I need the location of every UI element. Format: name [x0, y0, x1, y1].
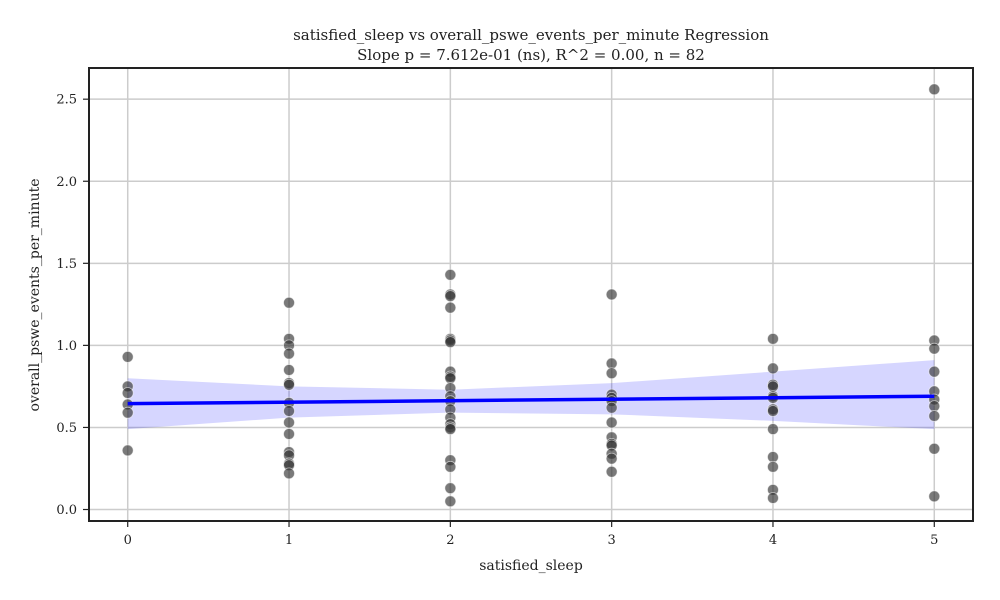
data-point: [767, 380, 779, 393]
scatter-points: [121, 83, 941, 508]
data-point: [444, 372, 457, 385]
y-tick-label: 2.0: [56, 175, 77, 190]
data-point: [283, 378, 295, 391]
chart-title: satisfied_sleep vs overall_pswe_events_p…: [293, 26, 769, 44]
y-tick-label: 0.5: [56, 421, 77, 436]
data-point: [121, 350, 134, 363]
x-tick-label: 1: [285, 533, 293, 548]
data-point: [121, 387, 134, 399]
data-point: [444, 423, 457, 435]
x-tick-label: 3: [608, 533, 616, 548]
data-point: [928, 490, 941, 503]
y-tick-label: 0.0: [56, 503, 77, 518]
data-point: [444, 268, 457, 281]
data-point: [605, 416, 618, 429]
data-point: [283, 405, 295, 417]
data-point: [767, 451, 779, 463]
data-point: [928, 410, 941, 422]
plot-area-frame: [88, 67, 974, 522]
x-tick-label: 5: [930, 533, 938, 548]
data-point: [444, 301, 457, 314]
data-point: [121, 444, 134, 457]
y-tick-label: 1.5: [56, 257, 77, 272]
y-tick-label: 1.0: [56, 339, 77, 354]
x-tick-label: 0: [124, 533, 132, 548]
x-tick-label: 4: [769, 533, 777, 548]
data-point: [767, 460, 779, 473]
x-axis-ticks: 0 1 2 3 4 5: [124, 521, 938, 548]
grid-lines: [89, 68, 973, 521]
data-point: [444, 495, 457, 508]
data-point: [444, 290, 457, 303]
y-axis-ticks: 0.0 0.5 1.0 1.5 2.0 2.5: [56, 93, 89, 518]
data-point: [928, 365, 941, 378]
data-point: [121, 406, 134, 419]
confidence-band-area: [127, 360, 935, 430]
data-point: [605, 452, 618, 465]
data-point: [605, 367, 618, 380]
data-point: [767, 405, 779, 417]
data-point: [767, 492, 779, 504]
x-axis-label: satisfied_sleep: [479, 558, 583, 574]
data-point: [444, 482, 457, 495]
data-point: [283, 416, 295, 429]
data-point: [767, 362, 779, 375]
data-point: [283, 347, 295, 360]
data-point: [928, 400, 941, 413]
data-point: [767, 332, 779, 345]
confidence-band: [127, 360, 935, 430]
data-point: [283, 364, 295, 376]
data-point: [605, 288, 618, 301]
regression-line: [127, 394, 935, 406]
y-tick-label: 2.5: [56, 93, 77, 108]
data-point: [605, 401, 618, 414]
chart-subtitle: Slope p = 7.612e-01 (ns), R^2 = 0.00, n …: [357, 46, 705, 64]
data-point: [283, 467, 295, 480]
data-point: [767, 423, 779, 435]
data-point: [283, 428, 295, 440]
data-point: [444, 336, 457, 348]
y-axis-label: overall_pswe_events_per_minute: [27, 179, 43, 412]
data-point: [444, 460, 457, 473]
regression-line-group: [127, 394, 935, 406]
data-point: [283, 296, 295, 309]
x-tick-label: 2: [446, 533, 454, 548]
data-point: [605, 357, 618, 370]
data-point: [928, 342, 941, 355]
data-point: [928, 83, 941, 96]
data-point: [928, 442, 941, 455]
data-point: [605, 465, 618, 478]
